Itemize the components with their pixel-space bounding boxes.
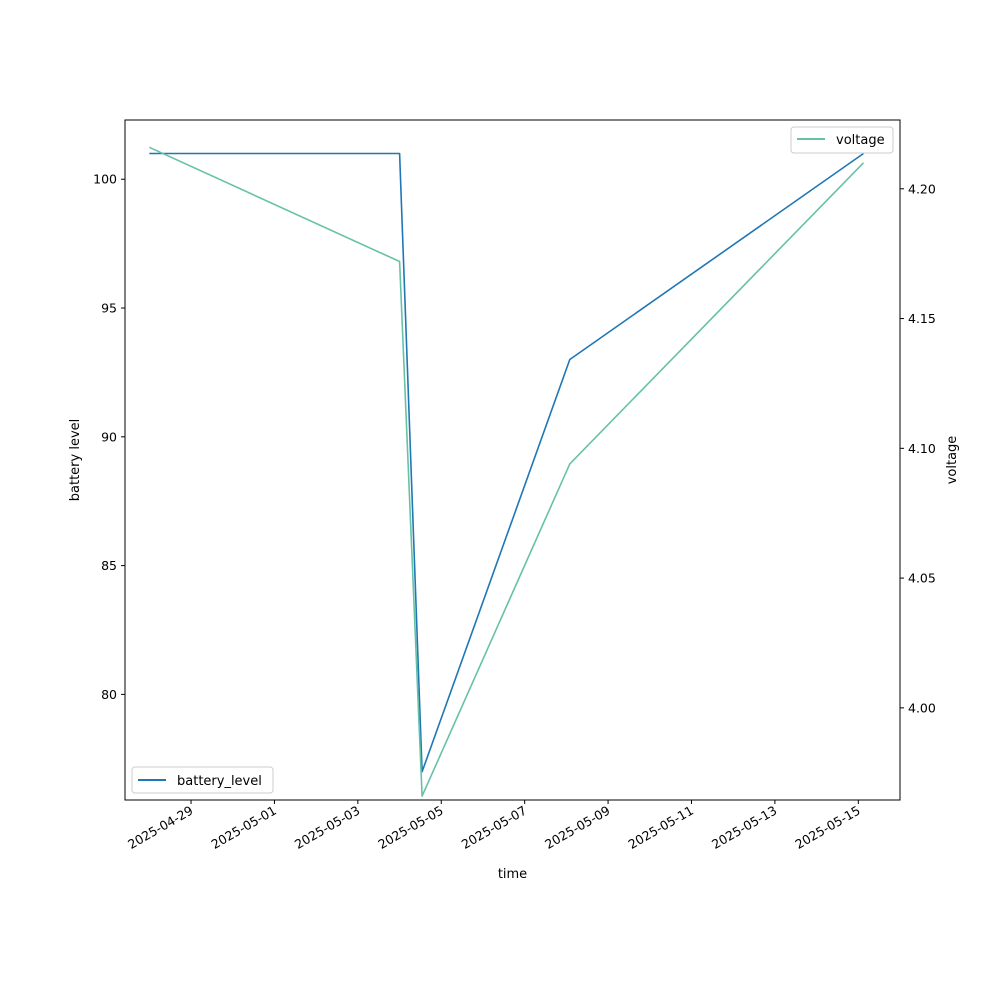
plot-frame xyxy=(124,119,901,801)
x-axis: 2025-04-29 2025-05-01 2025-05-03 2025-05-05… xyxy=(125,800,863,852)
legend-label-battery-level: battery_level xyxy=(177,774,262,789)
y-tick-label: 80 xyxy=(101,687,117,702)
x-tick-label: 2025-05-15 xyxy=(792,803,862,852)
y2-tick-label: 4.15 xyxy=(908,311,936,326)
y-tick-label: 100 xyxy=(93,172,117,187)
x-tick-label: 2025-05-09 xyxy=(542,803,612,852)
y-tick-label: 95 xyxy=(101,301,117,316)
legend-voltage: voltage xyxy=(790,126,894,154)
y-axis-right: 4.00 4.05 4.10 4.15 4.20 xyxy=(900,181,936,715)
legend-battery-level: battery_level xyxy=(131,766,274,794)
x-axis-label: time xyxy=(498,867,527,882)
y-axis-left: 80 85 90 95 100 xyxy=(93,172,125,702)
x-tick-label: 2025-04-29 xyxy=(125,803,195,852)
y2-tick-label: 4.00 xyxy=(908,700,936,715)
x-tick-label: 2025-05-01 xyxy=(209,803,279,852)
legend-box xyxy=(131,766,274,794)
y2-tick-label: 4.20 xyxy=(908,181,936,196)
x-tick-label: 2025-05-11 xyxy=(626,803,696,852)
x-tick-label: 2025-05-13 xyxy=(709,803,779,852)
series-line-voltage xyxy=(148,146,865,797)
x-tick-label: 2025-05-07 xyxy=(459,803,529,852)
series-layer xyxy=(148,146,865,797)
y2-tick-label: 4.05 xyxy=(908,571,936,586)
legend-label-voltage: voltage xyxy=(836,133,885,148)
y-axis-label: battery level xyxy=(68,419,83,502)
x-tick-label: 2025-05-05 xyxy=(375,803,445,852)
y2-tick-label: 4.10 xyxy=(908,441,936,456)
x-tick-label: 2025-05-03 xyxy=(292,803,362,852)
y2-axis-label: voltage xyxy=(945,436,960,485)
y-tick-label: 85 xyxy=(101,558,117,573)
legend-box xyxy=(790,126,894,154)
series-line-battery-level xyxy=(149,152,864,773)
y-tick-label: 90 xyxy=(101,429,117,444)
